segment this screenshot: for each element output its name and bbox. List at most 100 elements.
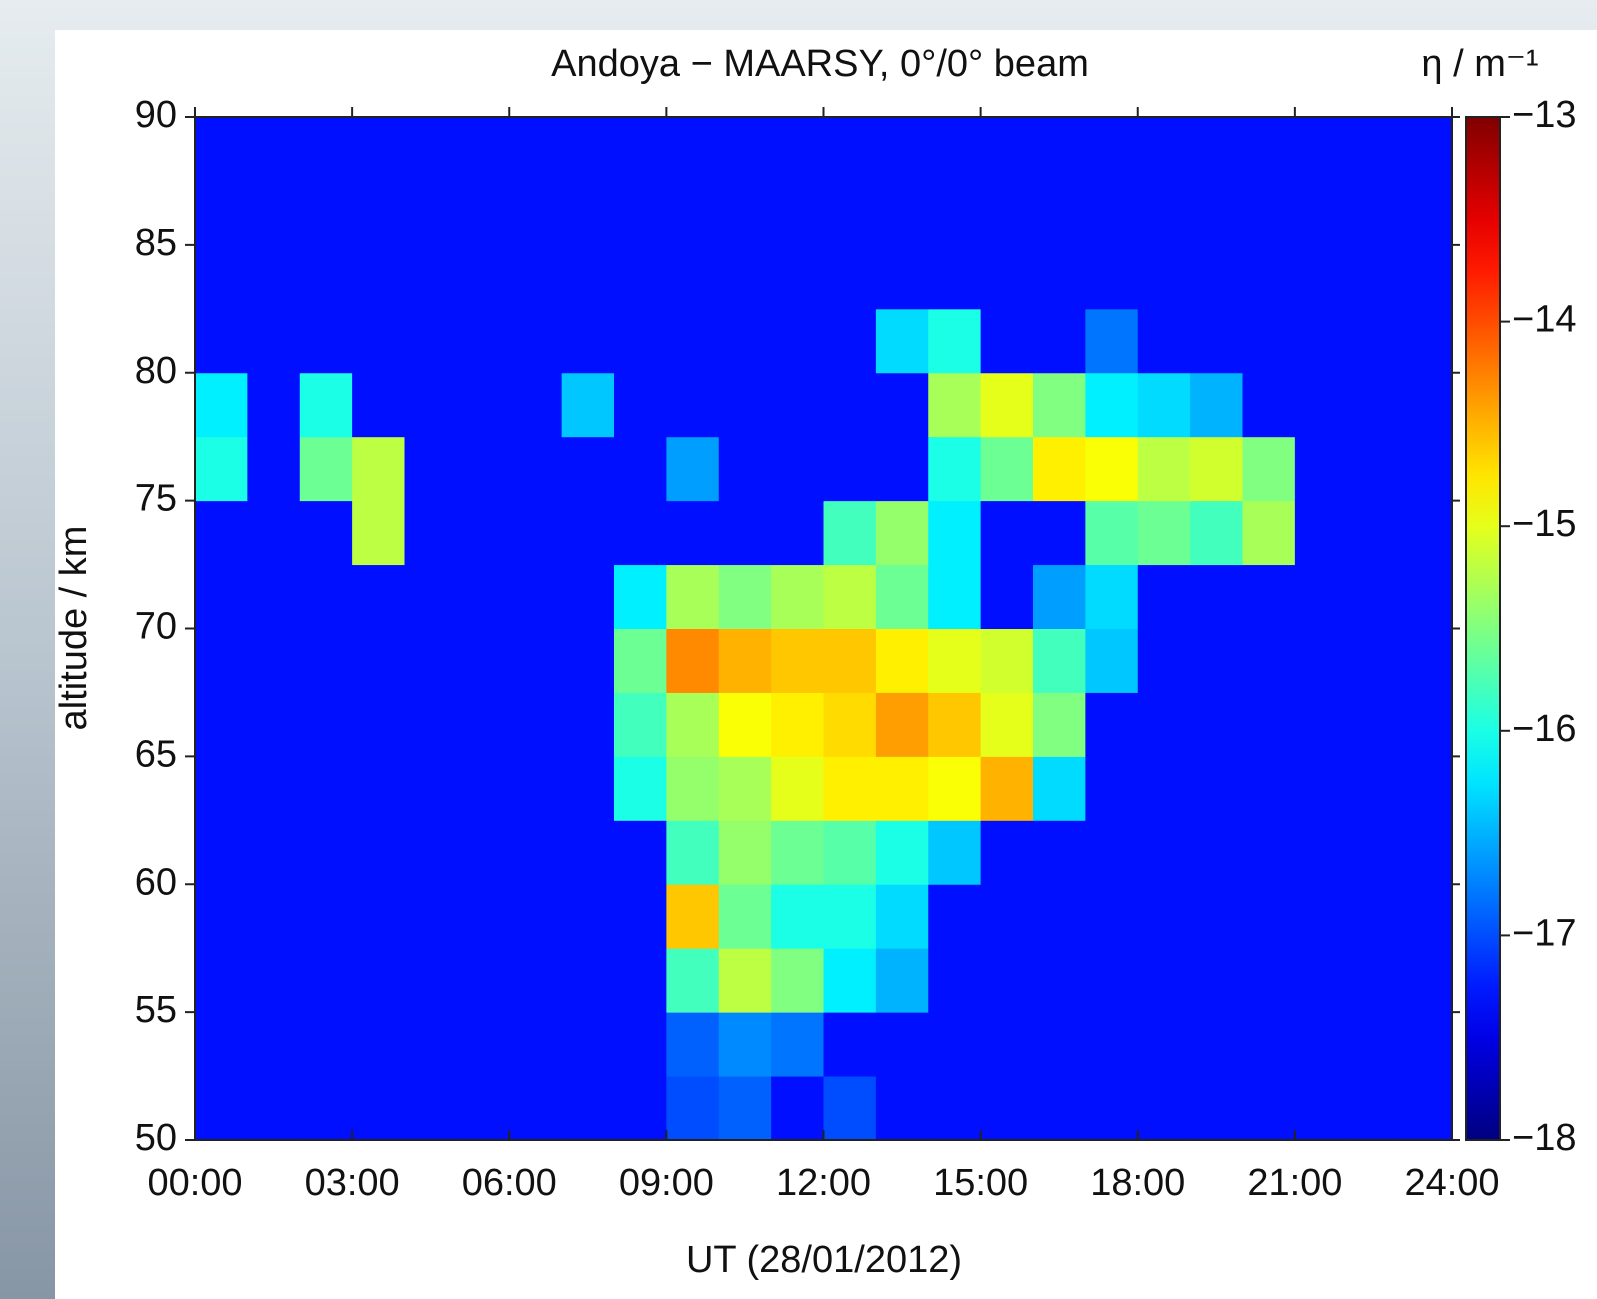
heat-cell [1347,884,1401,949]
heat-cell [561,1076,615,1141]
heat-cell [1347,372,1401,438]
heat-cell [1347,1012,1401,1077]
heat-cell [614,820,667,885]
heat-cell [614,244,667,310]
y-tick-label: 60 [135,861,177,903]
heat-cell [980,308,1034,374]
heat-cell [456,756,510,821]
heat-cell [404,117,458,182]
heat-cell [1190,308,1243,374]
heat-cell [1085,1012,1139,1077]
heat-cell [718,244,772,310]
heat-cell [823,628,877,693]
heat-cell [299,244,353,310]
heat-cell [718,948,772,1013]
heat-cell [1294,1076,1348,1141]
heat-cell [771,884,824,949]
heat-cell [1294,820,1348,885]
heat-cell [1242,244,1296,310]
heat-cell [718,500,772,566]
heat-cell [1347,117,1401,182]
heat-cell [299,1076,353,1141]
y-tick-label: 80 [135,350,177,392]
heat-cell [980,948,1034,1013]
colorbar-tick-label: −14 [1512,299,1576,341]
heat-cell [614,308,667,374]
heat-cell [1033,1012,1086,1077]
heatmap [195,117,1453,1141]
heat-cell [195,564,248,629]
heat-cell [404,948,458,1013]
axes: 00:00 03:00 06:00 09:00 12:00 15:00 18:00 21:00… [135,94,1577,1204]
heat-cell [666,372,720,438]
heat-cell [456,244,510,310]
heat-cell [1085,884,1139,949]
heat-cell [352,308,405,374]
heat-cell [771,436,824,502]
heat-cell [823,500,877,566]
heat-cell [718,884,772,949]
heat-cell [980,756,1034,821]
heat-cell [352,1076,405,1141]
heat-cell [928,500,982,566]
heat-cell [1347,436,1401,502]
y-tick-label: 75 [135,478,177,520]
heat-cell [299,884,353,949]
heat-cell [875,820,929,885]
heat-cell [404,180,458,246]
x-tick-label: 18:00 [1090,1162,1185,1204]
x-axis-label: UT (28/01/2012) [686,1239,962,1281]
heat-cell [1137,436,1191,502]
heat-cell [352,500,405,566]
heat-cell [875,756,929,821]
heat-cell [299,756,353,821]
colorbar-tick-label: −17 [1512,912,1576,954]
heat-cell [195,948,248,1013]
heat-cell [1085,372,1139,438]
colorbar-tick-label: −16 [1512,708,1576,750]
heat-cell [928,628,982,693]
heat-cell [247,948,301,1013]
heat-cell [771,692,824,757]
x-tick-label: 06:00 [462,1162,557,1204]
heat-cell [928,820,982,885]
heat-cell [299,436,353,502]
heat-cell [195,1076,248,1141]
heat-cell [980,372,1034,438]
heat-cell [1137,180,1191,246]
heat-cell [718,308,772,374]
heat-cell [1033,180,1086,246]
heat-cell [823,756,877,821]
heat-cell [1085,820,1139,885]
heat-cell [352,244,405,310]
y-tick-label: 50 [135,1117,177,1159]
y-tick-label: 70 [135,606,177,648]
heat-cell [299,372,353,438]
heat-cell [666,884,720,949]
heat-cell [1399,372,1453,438]
heat-cell [299,628,353,693]
heat-cell [928,436,982,502]
heat-cell [1085,628,1139,693]
heat-cell [1085,436,1139,502]
heat-cell [1399,628,1453,693]
heat-cell [352,628,405,693]
heat-cell [456,180,510,246]
heat-cell [1242,180,1296,246]
heat-cell [1242,948,1296,1013]
heat-cell [666,820,720,885]
heat-cell [561,308,615,374]
heat-cell [509,948,563,1013]
heat-cell [771,756,824,821]
heat-cell [823,1012,877,1077]
heat-cell [718,1076,772,1141]
heat-cell [561,117,615,182]
heat-cell [875,692,929,757]
heat-cell [980,180,1034,246]
heat-cell [614,372,667,438]
heat-cell [299,564,353,629]
heat-cell [771,117,824,182]
heat-cell [1085,564,1139,629]
heat-cell [1399,692,1453,757]
heat-cell [771,628,824,693]
